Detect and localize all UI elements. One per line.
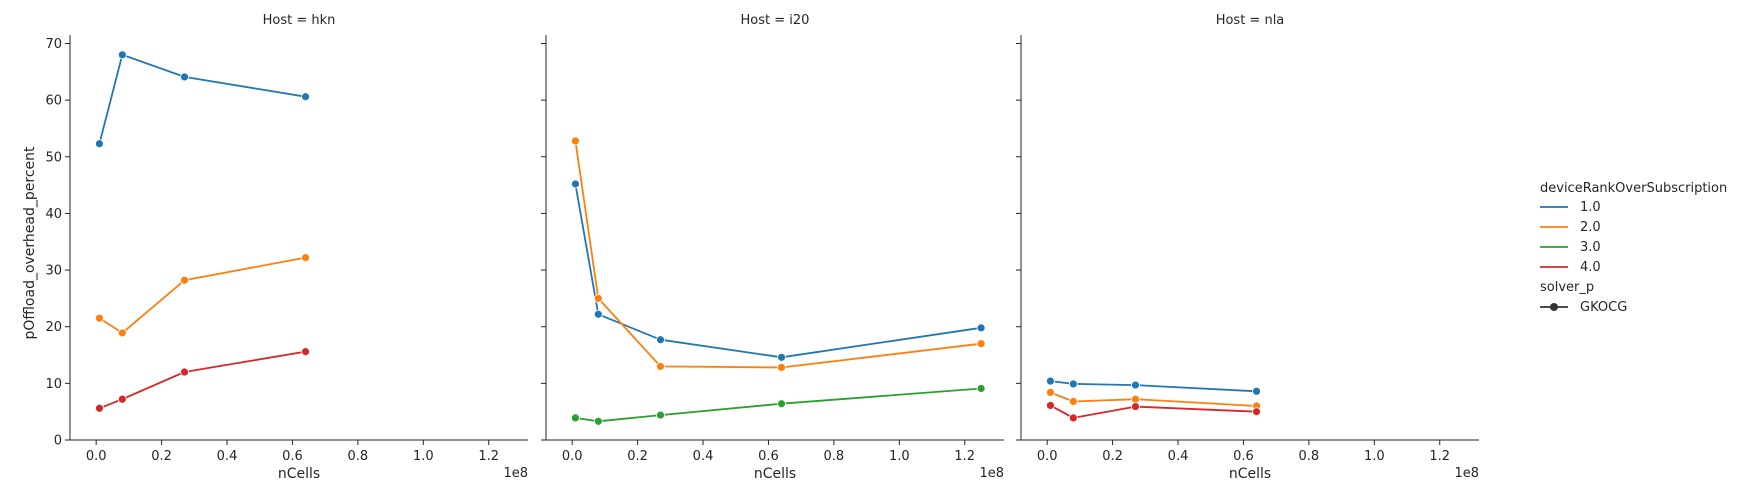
data-point [117, 328, 127, 338]
y-tick-label: 10 [45, 377, 62, 392]
data-point [571, 136, 580, 146]
x-tick-label: 0.2 [151, 449, 172, 464]
data-point [976, 323, 986, 333]
series-line-4.0 [99, 350, 306, 410]
y-tick-label: 0 [54, 434, 62, 449]
data-point [656, 410, 665, 420]
data-point [593, 416, 603, 426]
data-point [301, 253, 310, 263]
legend: deviceRankOverSubscription 1.0 2.0 3.0 4.0 so… [1540, 181, 1727, 315]
x-tick-label: 0.6 [282, 449, 303, 464]
x-axis-label: nCells [754, 466, 796, 482]
x-tick-label: 0.2 [627, 449, 648, 464]
series-line-1.0 [574, 183, 982, 359]
x-tick-label: 0.0 [562, 449, 583, 464]
data-point [656, 361, 665, 371]
x-tick-label: 1.0 [413, 449, 434, 464]
data-point [777, 363, 786, 372]
legend-hue-title: deviceRankOverSubscription [1540, 181, 1727, 196]
data-point [1131, 380, 1140, 390]
data-point [95, 313, 104, 323]
data-point [593, 309, 603, 319]
x-tick-label: 1.2 [478, 449, 499, 464]
data-point [1068, 379, 1078, 389]
legend-style-title: solver_p [1540, 280, 1594, 295]
legend-entry-2.0: 2.0 [1580, 220, 1601, 235]
data-point [1046, 401, 1055, 410]
x-tick-label: 0.0 [1037, 449, 1058, 464]
x-tick-label: 0.6 [1233, 449, 1254, 464]
data-point [301, 92, 310, 102]
y-tick-label: 40 [45, 207, 62, 222]
legend-style-entry: GKOCG [1580, 300, 1627, 315]
data-point [1131, 402, 1140, 411]
series-line-2.0 [98, 256, 306, 334]
data-point [117, 50, 127, 60]
y-tick-label: 30 [45, 264, 62, 279]
data-point [656, 335, 665, 345]
data-point [1046, 376, 1055, 386]
legend-entry-3.0: 3.0 [1580, 240, 1601, 255]
series-line-1.0 [98, 53, 306, 145]
legend-entry-1.0: 1.0 [1580, 200, 1601, 215]
x-offset-text: 1e8 [1454, 466, 1479, 481]
x-offset-text: 1e8 [503, 466, 528, 481]
x-axis-label: nCells [278, 466, 320, 482]
panel-title: Host = i20 [741, 13, 810, 28]
data-point [1046, 388, 1055, 397]
data-point [571, 413, 580, 423]
data-point [777, 399, 786, 409]
data-point [117, 394, 127, 404]
x-tick-label: 0.8 [348, 449, 369, 464]
x-tick-label: 0.2 [1102, 449, 1123, 464]
series-line-2.0 [1050, 391, 1257, 407]
data-point [180, 72, 189, 82]
data-point [95, 403, 104, 413]
x-tick-label: 0.8 [824, 449, 845, 464]
legend-entry-4.0: 4.0 [1580, 260, 1601, 275]
data-point [1252, 407, 1261, 417]
x-tick-label: 1.0 [889, 449, 910, 464]
x-tick-label: 0.4 [217, 449, 238, 464]
panel-title: Host = nla [1216, 13, 1285, 28]
x-tick-label: 0.4 [1168, 449, 1189, 464]
data-point [180, 275, 189, 285]
y-tick-label: 50 [45, 150, 62, 165]
series-line-1.0 [1050, 380, 1257, 393]
y-tick-label: 60 [45, 94, 62, 109]
y-tick-label: 70 [45, 37, 62, 52]
x-offset-text: 1e8 [979, 466, 1004, 481]
data-point [180, 367, 189, 377]
y-axis-label: pOffload_overhead_percent [22, 146, 38, 340]
data-point [95, 139, 104, 149]
series-line-2.0 [574, 140, 982, 369]
series-line-4.0 [1049, 404, 1257, 419]
data-point [777, 352, 786, 362]
data-point [1068, 413, 1078, 423]
data-point [1068, 397, 1078, 406]
x-tick-label: 0.0 [86, 449, 107, 464]
panel-1: Host = hkn 0 10 20 30 40 50 60 70 0.0 0.2 0.4 0.6 0.8… [45, 13, 528, 482]
y-tick-label: 20 [45, 320, 62, 335]
panel-2: Host = i20 0.0 0.2 0.4 0.6 0.8 1.0 1.2 nCells 1e8 [541, 13, 1004, 482]
panel-title: Host = hkn [263, 13, 336, 28]
data-point [593, 293, 603, 303]
data-point [1131, 394, 1140, 404]
x-axis-label: nCells [1229, 466, 1271, 482]
x-tick-label: 0.6 [758, 449, 779, 464]
x-tick-label: 1.2 [954, 449, 975, 464]
x-tick-label: 0.4 [693, 449, 714, 464]
panel-3: Host = nla 0.0 0.2 0.4 0.6 0.8 1.0 1.2 nCells 1e8 [1016, 13, 1479, 482]
x-tick-label: 0.8 [1299, 449, 1320, 464]
data-point [571, 179, 580, 189]
data-point [976, 384, 986, 393]
data-point [1252, 386, 1261, 396]
data-point [301, 347, 310, 357]
legend-style-marker [1550, 303, 1558, 311]
data-point [976, 339, 986, 349]
x-tick-label: 1.2 [1429, 449, 1450, 464]
x-tick-label: 1.0 [1364, 449, 1385, 464]
panels: Host = hkn 0 10 20 30 40 50 60 70 0.0 0.2 0.4 0.6 0.8… [45, 13, 1479, 482]
